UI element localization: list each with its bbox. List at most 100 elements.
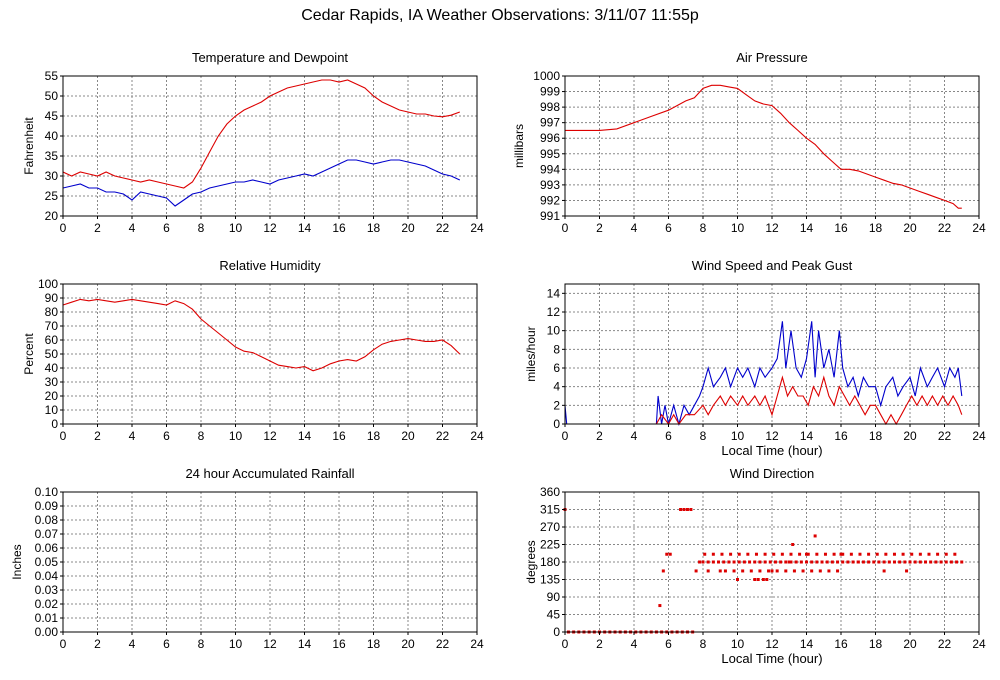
y-tick-label: 12: [547, 305, 561, 319]
y-tick-label: 14: [547, 286, 561, 300]
data-point: [913, 560, 917, 564]
data-point: [820, 560, 824, 564]
x-tick-label: 2: [94, 429, 101, 443]
y-tick-label: 315: [540, 503, 560, 517]
x-tick-label: 0: [60, 221, 67, 235]
y-tick-label: 35: [45, 149, 59, 163]
x-axis-label: Local Time (hour): [721, 651, 822, 666]
data-point: [732, 569, 736, 573]
y-tick-label: 0.10: [35, 485, 59, 499]
x-tick-label: 14: [298, 429, 312, 443]
data-point: [841, 552, 845, 556]
y-tick-label: 0.09: [35, 499, 59, 513]
series-line-1: [62, 159, 461, 207]
data-point: [810, 569, 814, 573]
y-tick-label: 30: [45, 169, 59, 183]
data-point: [789, 552, 793, 556]
x-tick-label: 8: [198, 429, 205, 443]
y-tick-label: 10: [547, 324, 561, 338]
y-tick-label: 20: [45, 389, 59, 403]
y-tick-label: 270: [540, 520, 560, 534]
data-point: [761, 578, 765, 581]
data-point: [711, 552, 715, 556]
x-tick-label: 2: [596, 429, 603, 443]
data-point: [892, 560, 896, 564]
x-tick-label: 4: [631, 429, 638, 443]
page-title: Cedar Rapids, IA Weather Observations: 3…: [301, 7, 699, 24]
chart-title: Wind Speed and Peak Gust: [692, 258, 853, 273]
data-point: [773, 560, 777, 564]
data-point: [832, 552, 836, 556]
data-point: [901, 552, 905, 556]
x-tick-label: 8: [198, 637, 205, 651]
data-point: [810, 560, 814, 564]
data-point: [918, 560, 922, 564]
data-point: [737, 552, 741, 556]
data-point: [685, 508, 689, 511]
y-axis-label: miles/hour: [524, 326, 538, 381]
x-tick-label: 22: [436, 221, 450, 235]
y-tick-label: 90: [547, 590, 561, 604]
x-tick-label: 24: [972, 429, 986, 443]
data-point: [849, 552, 853, 556]
y-tick-label: 0.08: [35, 513, 59, 527]
y-tick-label: 90: [45, 291, 59, 305]
x-tick-label: 18: [869, 637, 883, 651]
y-tick-label: 50: [45, 89, 59, 103]
data-point: [908, 560, 912, 564]
x-tick-label: 6: [163, 637, 170, 651]
data-point: [661, 569, 665, 573]
y-axis-label: Percent: [22, 333, 36, 375]
data-point: [875, 552, 879, 556]
x-tick-label: 14: [298, 221, 312, 235]
y-tick-label: 55: [45, 69, 59, 83]
x-tick-label: 8: [700, 637, 707, 651]
x-tick-label: 20: [401, 637, 415, 651]
y-tick-label: 50: [45, 347, 59, 361]
y-tick-label: 0.06: [35, 541, 59, 555]
x-tick-label: 14: [298, 637, 312, 651]
x-tick-label: 10: [731, 221, 745, 235]
data-point: [703, 552, 707, 556]
data-point: [936, 552, 940, 556]
data-point: [658, 604, 662, 608]
x-tick-label: 4: [129, 429, 136, 443]
x-tick-label: 22: [938, 637, 952, 651]
y-tick-label: 0.02: [35, 597, 59, 611]
y-tick-label: 999: [540, 85, 560, 99]
data-point: [787, 560, 791, 564]
y-tick-label: 30: [45, 375, 59, 389]
x-tick-label: 24: [972, 221, 986, 235]
data-point: [929, 560, 933, 564]
data-point: [960, 560, 964, 564]
data-point: [711, 560, 715, 564]
x-tick-label: 6: [665, 221, 672, 235]
y-tick-label: 0: [553, 417, 560, 431]
data-point: [689, 508, 693, 511]
data-point: [836, 560, 840, 564]
x-tick-label: 22: [938, 221, 952, 235]
data-point: [758, 569, 762, 573]
y-tick-label: 6: [553, 361, 560, 375]
y-tick-label: 80: [45, 305, 59, 319]
y-tick-label: 995: [540, 147, 560, 161]
data-point: [823, 552, 827, 556]
data-point: [927, 552, 931, 556]
y-tick-label: 225: [540, 538, 560, 552]
x-tick-label: 12: [765, 637, 779, 651]
data-point: [813, 534, 817, 538]
x-tick-label: 18: [367, 221, 381, 235]
series-line-0: [62, 298, 461, 372]
x-tick-label: 16: [332, 221, 346, 235]
data-point: [892, 552, 896, 556]
x-tick-label: 14: [800, 221, 814, 235]
data-point: [784, 560, 788, 564]
data-point: [798, 552, 802, 556]
data-point: [792, 569, 796, 573]
x-tick-label: 4: [631, 221, 638, 235]
y-tick-label: 0.00: [35, 625, 59, 639]
x-tick-label: 4: [129, 221, 136, 235]
y-tick-label: 10: [45, 403, 59, 417]
